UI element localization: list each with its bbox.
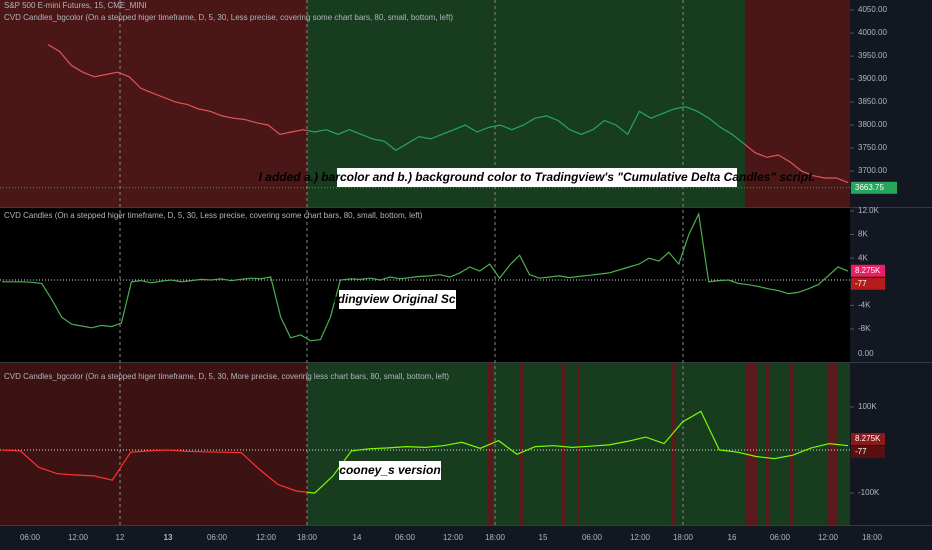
annotation-box	[337, 168, 737, 187]
value-badge-label: 8.275K	[855, 434, 881, 443]
y-tick-label: 4000.00	[858, 28, 887, 37]
y-tick-label: 3750.00	[858, 143, 887, 152]
annotation: I added a.) barcolor and b.) background …	[259, 170, 816, 184]
study-title: CVD Candles_bgcolor (On a stepped higer …	[4, 13, 453, 22]
annotation-box	[339, 290, 456, 309]
price-badge-label: 3663.75	[855, 183, 884, 192]
annotation-box	[339, 461, 441, 480]
x-tick-label: 18:00	[297, 533, 318, 542]
y-tick-label: 12.0K	[858, 206, 880, 215]
x-tick-label: 12:00	[68, 533, 89, 542]
x-tick-label: 06:00	[207, 533, 228, 542]
x-tick-label: 14	[353, 533, 362, 542]
value-badge	[851, 264, 885, 277]
x-tick-label: 06:00	[770, 533, 791, 542]
y-tick-label: 3950.00	[858, 51, 887, 60]
x-tick-label: 12:00	[256, 533, 277, 542]
x-tick-label: 18:00	[485, 533, 506, 542]
y-tick-label: 4050.00	[858, 5, 887, 14]
y-tick-label: -4K	[858, 300, 871, 309]
x-tick-label: 12:00	[818, 533, 839, 542]
x-tick-label: 15	[539, 533, 548, 542]
series-line	[2, 211, 849, 342]
y-tick-label: 100K	[858, 402, 877, 411]
value-badge-label: -77	[855, 447, 867, 456]
y-tick-label: 3800.00	[858, 120, 887, 129]
pane-bg	[0, 208, 850, 362]
value-badge	[851, 433, 885, 446]
value-badge-label: -77	[855, 279, 867, 288]
symbol-title: S&P 500 E-mini Futures, 15, CME_MINI	[4, 1, 147, 10]
value-badge	[851, 446, 885, 459]
x-tick-label: 16	[728, 533, 737, 542]
x-tick-label: 12:00	[443, 533, 464, 542]
x-tick-label: 06:00	[582, 533, 603, 542]
value-badge	[851, 277, 885, 290]
sub-label: 0.00	[858, 349, 874, 358]
study-title: CVD Candles (On a stepped higer timefram…	[4, 211, 423, 220]
y-tick-label: -8K	[858, 324, 871, 333]
x-tick-label: 18:00	[673, 533, 694, 542]
y-tick-label: 8K	[858, 230, 868, 239]
x-tick-label: 13	[164, 533, 173, 542]
value-badge-label: 8.275K	[855, 266, 881, 275]
series-line	[1, 410, 849, 494]
plot-layer: 4050.00 4000.00 3950.00 3900.00 3850.00 3800.…	[0, 5, 897, 542]
x-tick-label: 12:00	[630, 533, 651, 542]
bg-red	[0, 0, 307, 207]
x-tick-label: 18:00	[862, 533, 883, 542]
series-line	[47, 44, 849, 184]
bg-red	[0, 363, 307, 525]
y-tick-label: 3900.00	[858, 74, 887, 83]
y-tick-label: 4K	[858, 253, 868, 262]
x-tick-label: 06:00	[20, 533, 41, 542]
y-tick-label: 3850.00	[858, 97, 887, 106]
annotation: Tradingview Original Script	[319, 292, 476, 306]
y-tick-label: 3700.00	[858, 166, 887, 175]
study-title: CVD Candles_bgcolor (On a stepped higer …	[4, 372, 449, 381]
x-tick-label: 06:00	[395, 533, 416, 542]
y-tick-label: -100K	[858, 488, 880, 497]
bg-red	[745, 0, 850, 207]
price-badge	[851, 181, 897, 194]
annotation: cooney_s version	[339, 463, 440, 477]
x-tick-label: 12	[116, 533, 125, 542]
